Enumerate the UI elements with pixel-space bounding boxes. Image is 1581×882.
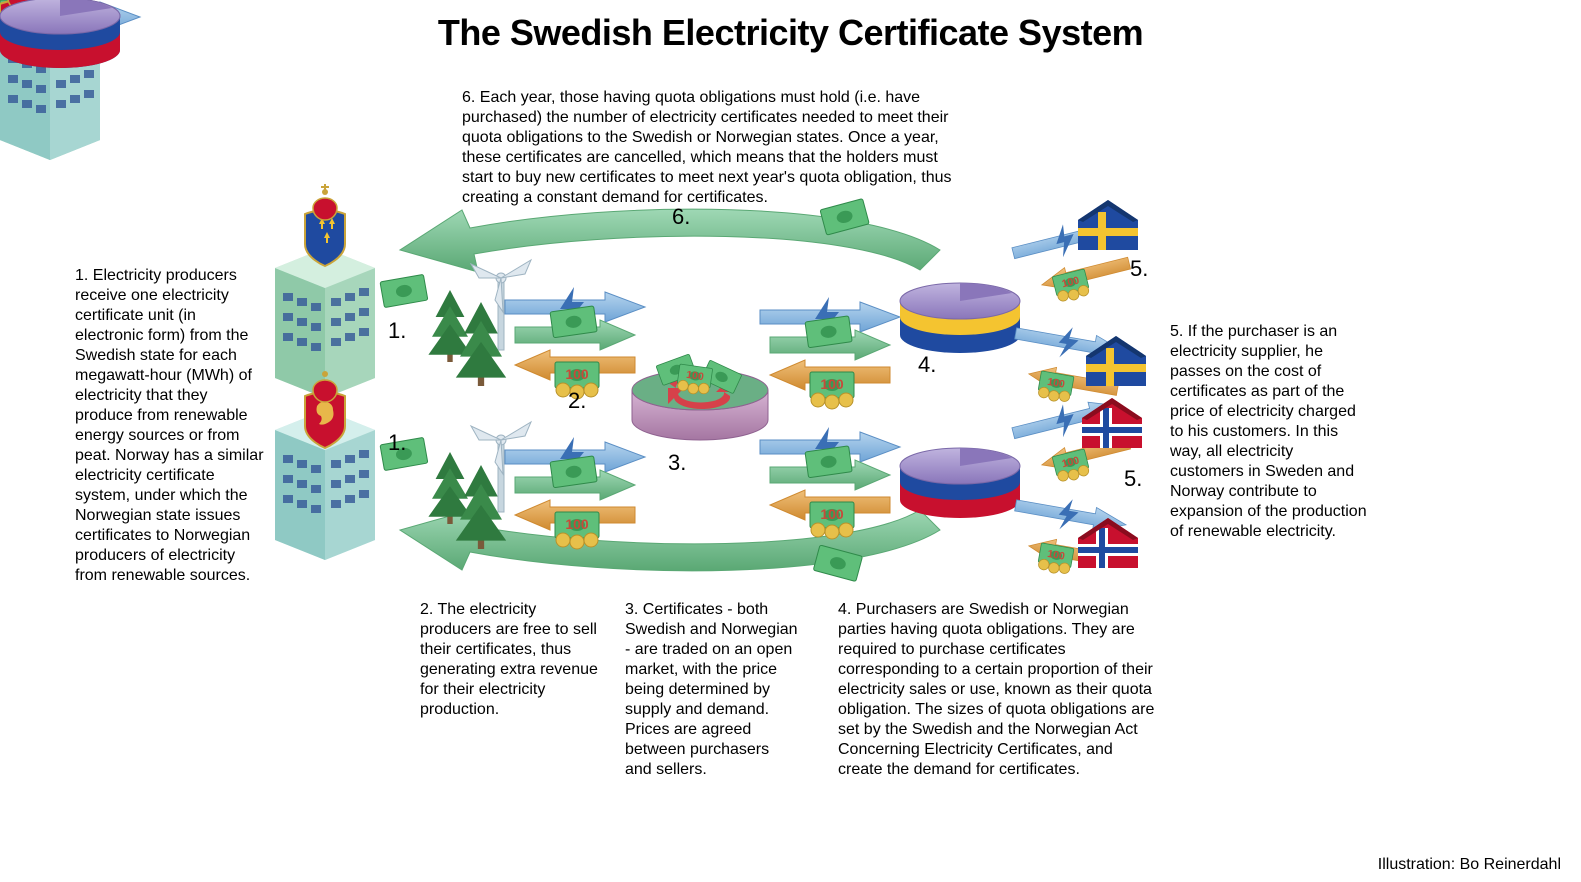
text-step-2: 2. The electricity producers are free to… [420, 600, 600, 720]
market-bowl [632, 354, 768, 440]
house-no-1 [1082, 398, 1142, 448]
tree-se-2 [456, 302, 506, 386]
turbine-se [471, 260, 531, 350]
tree-no-2 [456, 465, 506, 549]
house-se-1 [1078, 200, 1138, 250]
label-1a: 1. [388, 318, 406, 344]
flows-no-to-house2 [1005, 490, 1129, 584]
house-no-2 [1078, 518, 1138, 568]
note-se-to-tree [380, 274, 428, 307]
flows-se-to-house1 [1009, 211, 1136, 312]
note-on-arc-bottom [813, 545, 862, 582]
flows-se-to-house2 [1005, 318, 1129, 412]
text-step-3: 3. Certificates - both Swedish and Norwe… [625, 600, 800, 780]
label-5b: 5. [1124, 466, 1142, 492]
label-5a: 5. [1130, 256, 1148, 282]
page-title: The Swedish Electricity Certificate Syst… [0, 12, 1581, 54]
text-step-1: 1. Electricity producers receive one ele… [75, 266, 265, 586]
flows-no-to-market [505, 437, 645, 549]
loop-arrow-top [400, 209, 940, 272]
flows-market-to-no [760, 427, 900, 539]
coa-sweden [305, 184, 345, 266]
label-1b: 1. [388, 430, 406, 456]
tree-no-1 [428, 452, 471, 524]
turbine-no [471, 422, 531, 512]
flows-market-to-se [760, 297, 900, 409]
tree-se-1 [428, 290, 471, 362]
house-se-2 [1086, 336, 1146, 386]
quota-cyl-sweden [900, 283, 1020, 353]
flows-se-to-market [505, 287, 645, 399]
quota-cyl-norway [900, 448, 1020, 518]
text-step-5: 5. If the purchaser is an electricity su… [1170, 322, 1370, 542]
building-norway [275, 410, 375, 560]
building-sweden [275, 248, 375, 398]
illustration-credit: Illustration: Bo Reinerdahl [1378, 856, 1561, 874]
text-step-6: 6. Each year, those having quota obligat… [462, 88, 952, 208]
label-6: 6. [672, 204, 690, 230]
label-2: 2. [568, 388, 586, 414]
coa-norway [305, 371, 345, 448]
text-step-4: 4. Purchasers are Swedish or Norwegian p… [838, 600, 1158, 780]
loop-arrow-bottom [400, 508, 940, 571]
flows-no-to-house1 [1009, 391, 1136, 492]
label-3: 3. [668, 450, 686, 476]
label-4: 4. [918, 352, 936, 378]
